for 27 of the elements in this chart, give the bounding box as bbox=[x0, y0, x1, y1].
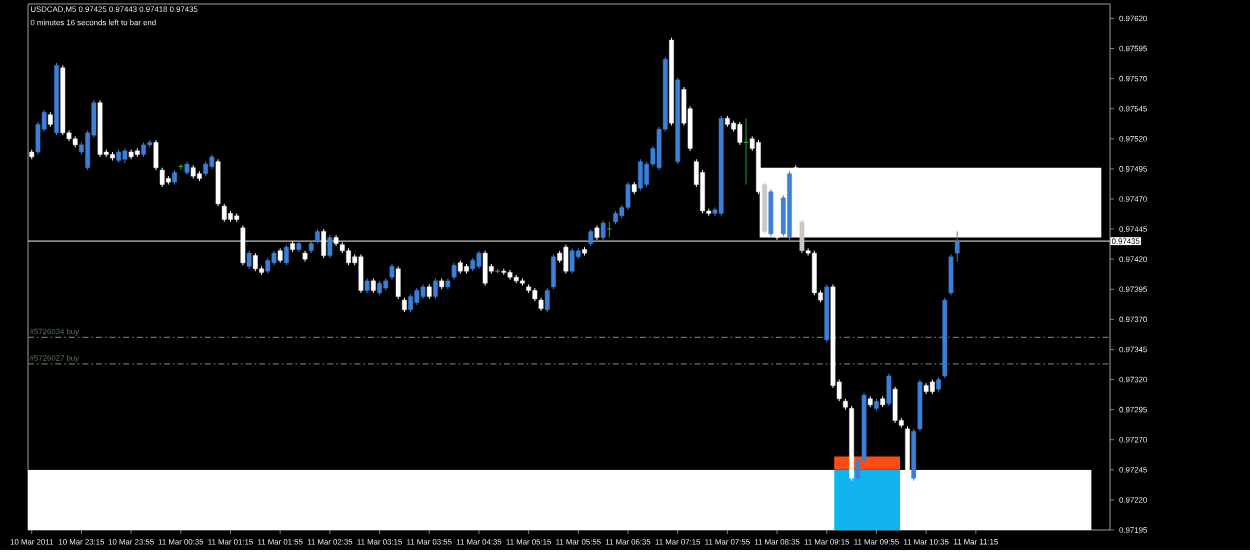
candlestick bbox=[762, 182, 768, 235]
candlestick bbox=[240, 225, 246, 267]
candlestick bbox=[252, 253, 258, 273]
candlestick bbox=[482, 250, 488, 287]
candlestick bbox=[638, 159, 643, 192]
candlestick bbox=[215, 159, 221, 208]
candlestick bbox=[625, 182, 631, 211]
candlestick bbox=[246, 250, 252, 270]
candlestick bbox=[563, 244, 569, 275]
candlestick bbox=[892, 386, 898, 424]
candlestick bbox=[408, 293, 413, 313]
candlestick bbox=[321, 228, 327, 259]
candlestick bbox=[811, 250, 817, 297]
candlestick bbox=[284, 244, 289, 267]
candlestick bbox=[737, 121, 743, 146]
candlestick bbox=[433, 278, 438, 300]
candlestick bbox=[221, 203, 227, 223]
candlestick bbox=[551, 254, 556, 291]
candlestick bbox=[544, 287, 550, 313]
candlestick bbox=[476, 250, 482, 270]
candlestick bbox=[768, 189, 774, 238]
candlestick bbox=[569, 248, 575, 275]
candlestick bbox=[327, 234, 333, 259]
candlestick bbox=[358, 254, 364, 294]
candlestick bbox=[395, 266, 401, 300]
candlestick bbox=[600, 220, 606, 241]
candlestick bbox=[886, 373, 892, 407]
